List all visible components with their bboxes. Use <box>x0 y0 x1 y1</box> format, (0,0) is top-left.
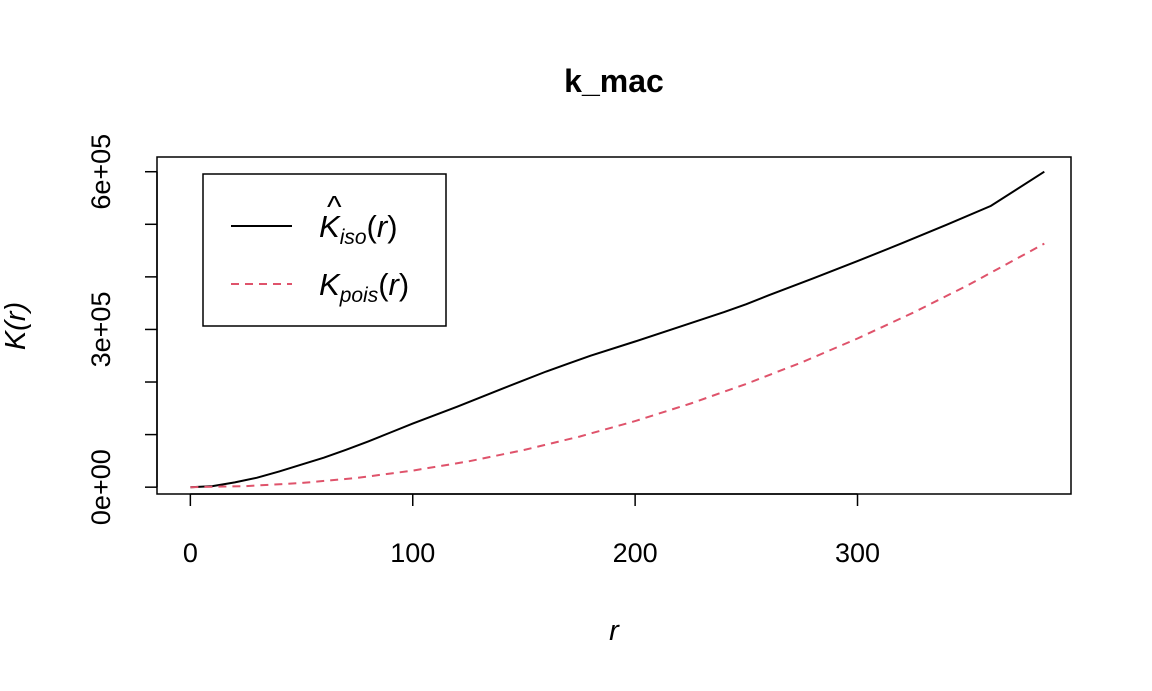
x-axis-label: r <box>609 615 620 647</box>
series-line-2 <box>190 242 1045 489</box>
legend-hat: ^ <box>327 189 342 224</box>
series-layer <box>190 170 1045 489</box>
chart-title: k_mac <box>564 63 664 99</box>
y-tick-label: 6e+05 <box>86 134 116 210</box>
x-tick-label: 100 <box>390 538 435 568</box>
series-line-1 <box>190 170 1045 489</box>
y-tick-label: 0e+00 <box>86 449 116 525</box>
y-axis: 0e+00 3e+05 6e+05 <box>86 134 158 525</box>
y-tick-label: 3e+05 <box>86 292 116 368</box>
x-tick-label: 200 <box>613 538 658 568</box>
legend-label: Kiso(r) <box>319 209 398 249</box>
legend-box <box>202 173 447 327</box>
legend: Kiso(r)^ Kpois(r) <box>202 173 447 327</box>
x-tick-label: 300 <box>835 538 880 568</box>
legend-label: Kpois(r) <box>319 267 409 307</box>
x-tick-label: 0 <box>183 538 198 568</box>
x-axis: 0 100 200 300 <box>183 493 880 568</box>
y-axis-label: K(r) <box>0 302 32 350</box>
